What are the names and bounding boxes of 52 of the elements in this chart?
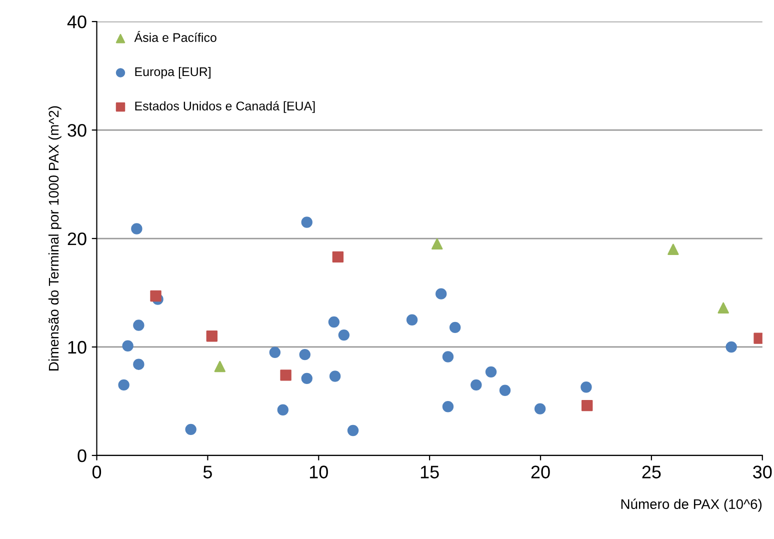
x-tick-label: 25 [642, 466, 661, 478]
point [485, 366, 497, 378]
point [499, 384, 511, 396]
y-tick-label: 0 [78, 449, 86, 462]
point [332, 251, 344, 263]
point [470, 379, 482, 391]
point [133, 358, 144, 370]
point [329, 370, 341, 382]
point [122, 340, 134, 352]
legend-label: Estados Unidos e Canadá [EUA] [135, 101, 315, 113]
x-tick-label: 30 [753, 466, 772, 478]
legend-label: Europa [EUR] [135, 66, 210, 79]
x-tick-label: 15 [420, 466, 439, 478]
point [668, 244, 679, 255]
point [718, 302, 729, 314]
y-tick-label: 20 [68, 232, 86, 246]
point [133, 320, 144, 331]
point [580, 382, 592, 393]
x-tick-label: 20 [531, 466, 550, 478]
point [347, 424, 359, 436]
point [280, 370, 292, 381]
point [299, 348, 310, 360]
legend-label: Ásia e Pacífico [134, 31, 216, 42]
point [269, 346, 281, 358]
y-tick-label: 40 [67, 15, 86, 28]
point [118, 379, 130, 391]
x-tick-label: 5 [203, 466, 212, 478]
point [726, 341, 737, 353]
x-tick-label: 0 [92, 466, 102, 478]
point [185, 424, 196, 436]
point [328, 316, 340, 328]
point [150, 290, 162, 302]
point [301, 216, 312, 228]
point [338, 329, 350, 341]
point [442, 351, 454, 362]
point [301, 372, 312, 384]
point [436, 288, 447, 300]
x-tick-label: 10 [310, 466, 328, 478]
y-tick-label: 30 [68, 124, 86, 137]
point [214, 360, 226, 372]
point [442, 401, 454, 412]
point [449, 322, 461, 334]
point [406, 314, 418, 326]
point [582, 400, 593, 412]
y-axis-title: Dimensão do Terminal por 1000 PAX (m^2) [48, 106, 62, 370]
point [277, 404, 289, 416]
y-tick-label: 10 [68, 340, 86, 354]
point [206, 330, 218, 342]
point [432, 238, 443, 250]
point [534, 403, 546, 414]
x-axis-title: Número de PAX (10^6) [621, 498, 762, 512]
point [131, 223, 142, 234]
